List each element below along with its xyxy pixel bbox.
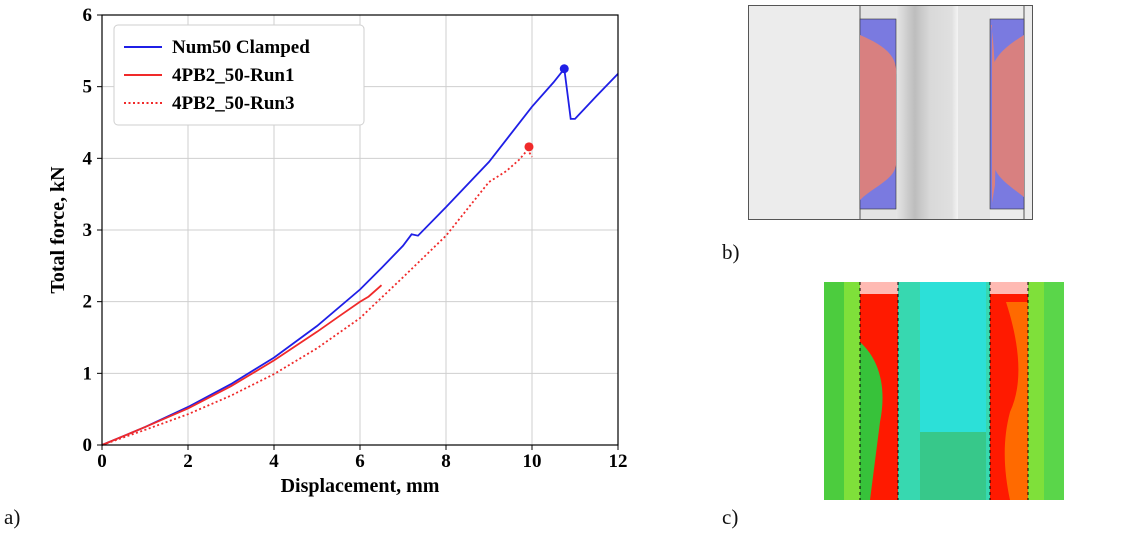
y-tick-label: 1 xyxy=(83,363,93,384)
x-tick-label: 2 xyxy=(183,451,193,472)
dic-strain-image xyxy=(824,282,1064,500)
y-tick-label: 4 xyxy=(83,148,93,169)
panel-label-a: a) xyxy=(4,505,21,529)
legend-label-3: 4PB2_50-Run3 xyxy=(172,93,294,114)
panel-label-b: b) xyxy=(722,240,740,264)
y-tick-label: 6 xyxy=(83,5,93,26)
panel-label-c: c) xyxy=(722,505,739,529)
y-tick-label: 5 xyxy=(83,77,93,98)
simulation-contour-image xyxy=(748,5,1033,220)
y-tick-label: 0 xyxy=(83,435,93,456)
y-tick-label: 2 xyxy=(83,292,93,313)
x-tick-label: 4 xyxy=(269,451,279,472)
x-tick-label: 12 xyxy=(609,451,628,472)
legend-label-1: Num50 Clamped xyxy=(172,37,310,58)
series-line-3 xyxy=(101,148,533,446)
x-tick-label: 8 xyxy=(441,451,451,472)
series-line-2 xyxy=(101,284,383,446)
y-axis-label: Total force, kN xyxy=(47,166,69,294)
series-line-1 xyxy=(101,66,619,446)
x-tick-label: 0 xyxy=(97,451,107,472)
x-axis-label: Displacement, mm xyxy=(281,475,440,497)
series-endpoint-3 xyxy=(524,142,534,152)
series-endpoint-1 xyxy=(559,64,569,74)
y-tick-label: 3 xyxy=(83,220,93,241)
legend-label-2: 4PB2_50-Run1 xyxy=(172,65,294,86)
legend-box xyxy=(113,24,365,126)
x-tick-label: 10 xyxy=(523,451,542,472)
x-tick-label: 6 xyxy=(355,451,365,472)
